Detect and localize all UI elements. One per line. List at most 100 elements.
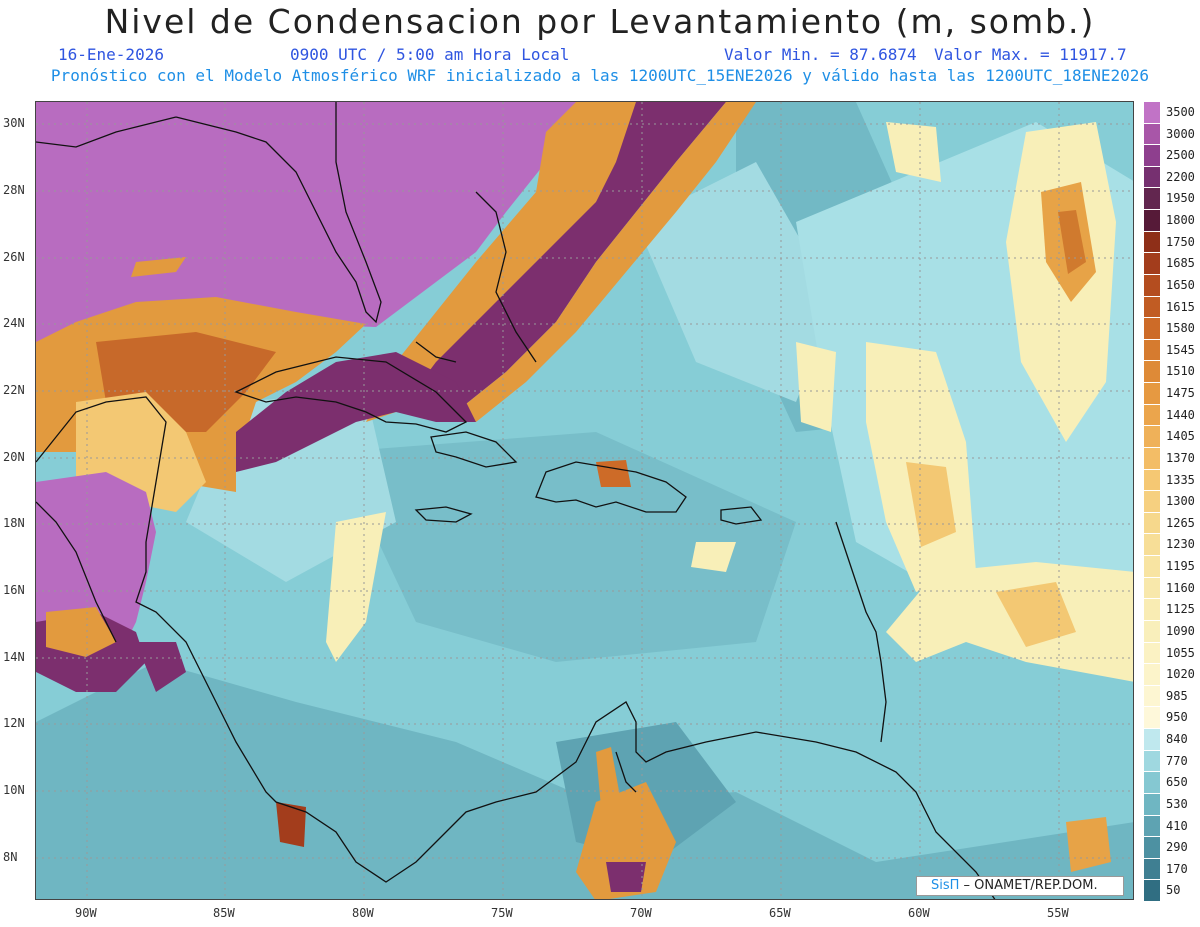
legend-label: 1090 [1166,623,1195,638]
lcl-map [35,101,1134,900]
legend-label: 1750 [1166,234,1195,249]
legend-label: 1510 [1166,364,1195,379]
purple-patch-colombia [606,862,646,892]
legend-swatch [1144,122,1160,145]
legend-label: 1020 [1166,667,1195,682]
legend-swatch [1144,619,1160,642]
legend-label: 1615 [1166,299,1195,314]
orange-band-ne-outer [456,102,756,422]
legend-label: 290 [1166,840,1188,855]
lat-label: 26N [3,250,25,264]
legend-swatch [1144,511,1160,534]
lat-label: 24N [3,316,25,330]
legend-label: 1475 [1166,386,1195,401]
legend-label: 2500 [1166,148,1195,163]
orange-patch-hispaniola [596,460,631,487]
legend-label: 1545 [1166,342,1195,357]
date-label: 16-Ene-2026 [58,45,164,64]
lat-label: 10N [3,783,25,797]
legend-label: 530 [1166,796,1188,811]
legend-swatch [1144,382,1160,404]
legend-swatch [1144,187,1160,210]
legend-swatch [1144,576,1160,599]
legend-label: 1125 [1166,602,1195,617]
lcl-contour-field [36,102,1133,899]
legend-label: 1055 [1166,645,1195,660]
orange-patch-guatemala [46,607,116,657]
lon-label: 55W [1047,906,1069,920]
legend-label: 1160 [1166,580,1195,595]
lon-label: 65W [769,906,791,920]
legend-label: 1195 [1166,559,1195,574]
time-label: 0900 UTC / 5:00 am Hora Local [290,45,570,64]
legend-label: 1440 [1166,407,1195,422]
legend-swatch [1144,771,1160,793]
legend-swatch [1144,555,1160,577]
legend-swatch [1144,749,1160,772]
lon-label: 90W [75,906,97,920]
legend-label: 1265 [1166,515,1195,530]
legend-label: 1685 [1166,256,1195,271]
legend-swatch [1144,230,1160,253]
coastlines [36,102,996,899]
red-patch-panama [276,802,306,847]
dry-region-nw [36,102,576,342]
legend-label: 1405 [1166,429,1195,444]
legend-label: 1580 [1166,321,1195,336]
lat-label: 14N [3,650,25,664]
legend-swatch [1144,598,1160,620]
map-title: Nivel de Condensacion por Levantamiento … [104,2,1096,41]
forecast-note: Pronóstico con el Modelo Atmosférico WRF… [50,66,1150,85]
lat-label: 30N [3,116,25,130]
orange-patch-colombia [576,782,676,899]
legend-label: 1800 [1166,213,1195,228]
yellow-streak-small [691,542,736,572]
legend-swatch [1144,663,1160,685]
orange-patch-east-1 [906,462,956,547]
legend-label: 1335 [1166,472,1195,487]
yellow-patch-north-a [886,122,941,182]
legend-swatch [1144,857,1160,880]
legend-label: 1650 [1166,277,1195,292]
lat-label: 12N [3,716,25,730]
min-value-label: Valor Min. = 87.6874 [724,45,917,64]
legend-colorbar [1144,101,1160,901]
legend-swatch [1144,403,1160,426]
legend-label: 3500 [1166,105,1195,119]
legend-swatch [1144,533,1160,556]
legend-swatch [1144,879,1160,901]
legend-swatch [1144,144,1160,166]
lon-label: 70W [630,906,652,920]
legend-swatch [1144,836,1160,858]
legend-label: 1300 [1166,494,1195,509]
legend-swatch [1144,360,1160,383]
lon-label: 80W [352,906,374,920]
lat-label: 16N [3,583,25,597]
lon-label: 60W [908,906,930,920]
legend-swatch [1144,684,1160,707]
dark-purple-nicaragua [136,642,186,692]
legend-swatch [1144,641,1160,664]
max-value-label: Valor Max. = 11917.7 [934,45,1127,64]
legend-label: 840 [1166,732,1188,747]
legend-label: 1370 [1166,450,1195,465]
orange-streak-maracaibo [596,747,621,807]
legend-swatch [1144,814,1160,837]
orange-fleck-gulf [131,257,186,277]
graticule [36,102,1133,899]
lat-label: 18N [3,516,25,530]
lat-label: 20N [3,450,25,464]
dark-purple-band-cuba [236,352,476,472]
yellow-streak-central [326,512,386,662]
credit-text: – ONAMET/REP.DOM. [959,878,1098,893]
legend-label: 50 [1166,883,1181,898]
legend-swatch [1144,792,1160,815]
lon-label: 75W [491,906,513,920]
legend-label: 170 [1166,861,1188,876]
legend-swatch [1144,165,1160,188]
legend-label: 770 [1166,753,1188,768]
legend-label: 650 [1166,775,1188,790]
legend-label: 985 [1166,688,1188,703]
legend-label: 1950 [1166,191,1195,206]
lon-label: 85W [213,906,235,920]
